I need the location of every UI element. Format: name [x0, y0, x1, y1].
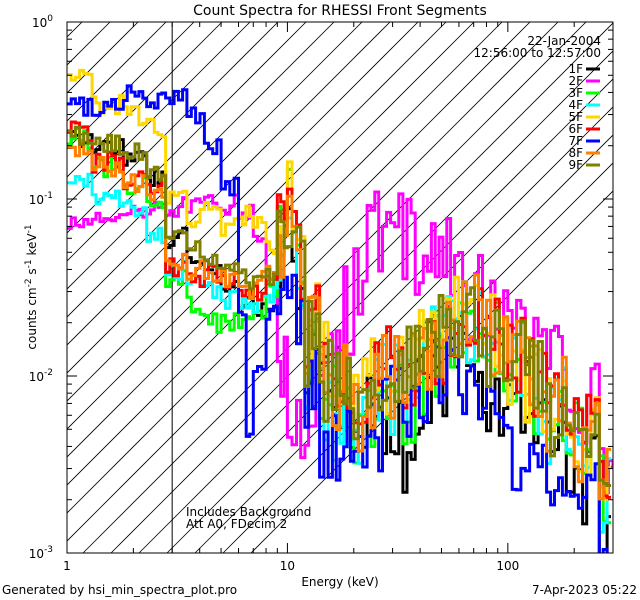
hatch-line: [67, 22, 167, 122]
hatch-line: [67, 22, 251, 206]
plot-frame: [66, 21, 614, 554]
legend-label: 3F: [568, 86, 583, 100]
legend-label: 2F: [568, 74, 583, 88]
legend-label: 7F: [568, 134, 583, 148]
axis-tick-labels: 1 10 100 100 10-1 10-2 10-3: [29, 14, 520, 573]
hatch-line: [67, 22, 503, 458]
legend-label: 8F: [568, 146, 583, 160]
hatch-line: [67, 22, 391, 346]
hatch-line: [67, 22, 111, 66]
hatch-line: [166, 106, 613, 553]
axis-ticks: [66, 21, 614, 554]
series-8F-line: [67, 138, 611, 501]
y-tick-label: 10-1: [29, 191, 53, 207]
y-axis-label: counts cm-2 s-1 keV-1: [24, 224, 39, 349]
hatch-line: [110, 50, 613, 553]
hatch-line: [67, 22, 475, 430]
y-tick-label: 100: [32, 14, 53, 30]
legend-label: 5F: [568, 110, 583, 124]
x-axis-label: Energy (keV): [301, 575, 378, 589]
legend-label: 4F: [568, 98, 583, 112]
hatch-line: [67, 22, 223, 178]
x-tick-label: 10: [280, 559, 295, 573]
hatch-line: [67, 22, 559, 514]
hatch-line: [67, 22, 139, 94]
annotation-attenuator: Att A0, FDecim 2: [186, 517, 287, 531]
annotation-background: Includes Background: [186, 505, 311, 519]
chart-title: Count Spectra for RHESSI Front Segments: [193, 3, 487, 19]
hatch-line: [67, 22, 279, 234]
series-9F-line: [67, 125, 611, 487]
hatch-line: [67, 22, 307, 262]
x-tick-label: 100: [496, 559, 519, 573]
footer-date: 7-Apr-2023 05:22: [532, 583, 637, 597]
hatch-line: [67, 22, 195, 150]
series-7F-line: [67, 84, 609, 553]
series-layer: [67, 68, 613, 553]
hatch-line: [67, 22, 335, 290]
legend-label: 1F: [568, 62, 583, 76]
legend-label: 6F: [568, 122, 583, 136]
hatch-line: [194, 134, 613, 553]
legend-label: 9F: [568, 158, 583, 172]
header-time-range: 12:56:00 to 12:57:00: [474, 46, 601, 60]
header-date: 22-Jan-2004: [527, 34, 601, 48]
hatch-line: [67, 22, 531, 486]
y-tick-label: 10-2: [29, 368, 53, 384]
footer-generated-by: Generated by hsi_min_spectra_plot.pro: [2, 583, 237, 597]
x-tick-label: 1: [63, 559, 71, 573]
hatch-line: [67, 22, 447, 402]
hatch-line: [67, 22, 363, 318]
y-tick-label: 10-3: [29, 545, 53, 561]
